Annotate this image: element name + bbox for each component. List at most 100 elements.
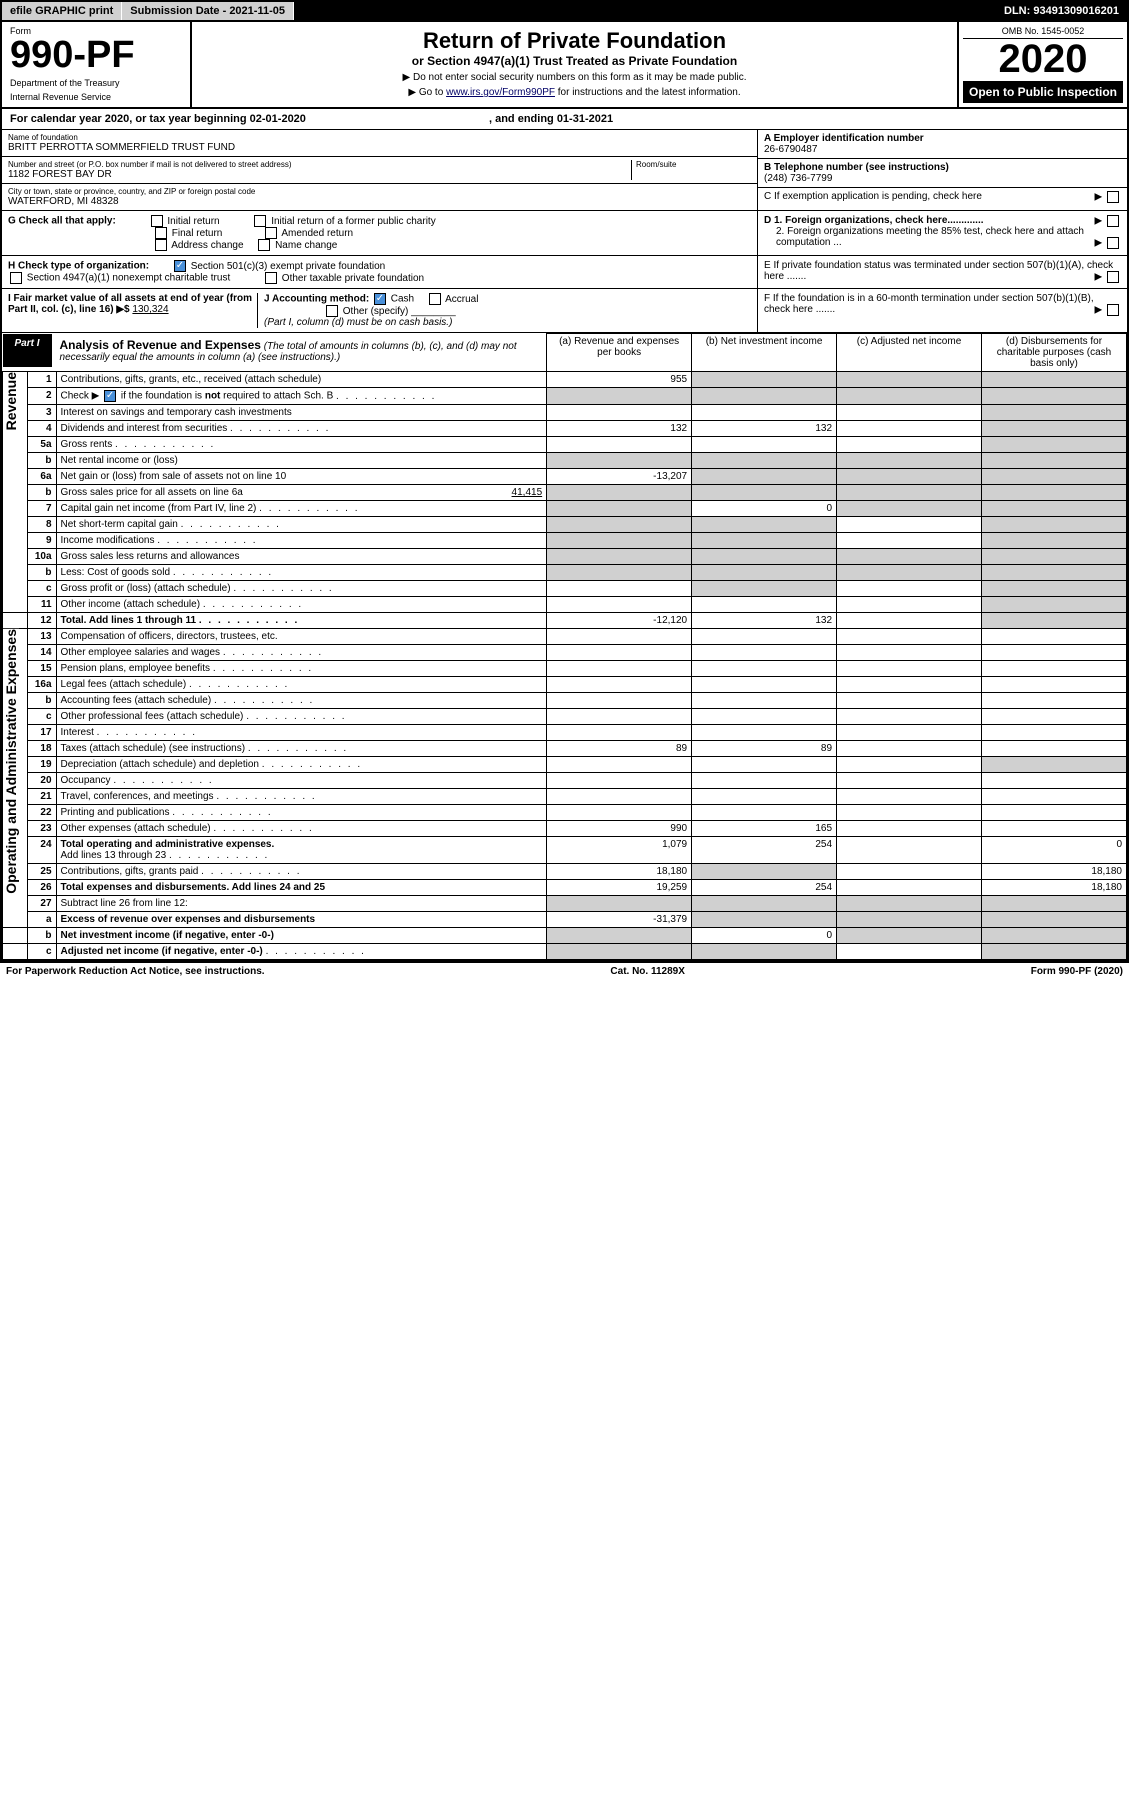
section-f: F If the foundation is in a 60-month ter… xyxy=(757,289,1127,332)
row-23: 23Other expenses (attach schedule) 99016… xyxy=(3,821,1127,837)
d2-checkbox[interactable] xyxy=(1107,237,1119,249)
row-4: 4Dividends and interest from securities … xyxy=(3,421,1127,437)
col-a-header: (a) Revenue and expenses per books xyxy=(547,334,692,372)
j-cash-checkbox[interactable] xyxy=(374,293,386,305)
form-number: 990-PF xyxy=(10,36,182,74)
row-26: 26Total expenses and disbursements. Add … xyxy=(3,880,1127,896)
g-label: G Check all that apply: xyxy=(8,216,116,227)
c-checkbox[interactable] xyxy=(1107,191,1119,203)
row-5b: bNet rental income or (loss) xyxy=(3,453,1127,469)
row-20: 20Occupancy xyxy=(3,773,1127,789)
header-left: Form 990-PF Department of the Treasury I… xyxy=(2,22,192,107)
row-6b: bGross sales price for all assets on lin… xyxy=(3,485,1127,501)
row-24: 24Total operating and administrative exp… xyxy=(3,837,1127,864)
row-22: 22Printing and publications xyxy=(3,805,1127,821)
d1-checkbox[interactable] xyxy=(1107,215,1119,227)
row-14: 14Other employee salaries and wages xyxy=(3,645,1127,661)
col-c-header: (c) Adjusted net income xyxy=(837,334,982,372)
g-opt-0: Initial return xyxy=(167,216,219,227)
row-8: 8Net short-term capital gain xyxy=(3,517,1127,533)
row-11: 11Other income (attach schedule) xyxy=(3,597,1127,613)
section-j: J Accounting method: Cash Accrual Other … xyxy=(258,293,751,328)
g-opt-4: Address change xyxy=(171,240,243,251)
section-i-j: I Fair market value of all assets at end… xyxy=(2,289,757,332)
efile-label[interactable]: efile GRAPHIC print xyxy=(2,2,122,20)
row-2: 2Check ▶ if the foundation is not requir… xyxy=(3,388,1127,405)
h-label: H Check type of organization: xyxy=(8,261,149,272)
city-label: City or town, state or province, country… xyxy=(8,187,751,196)
row-3: 3Interest on savings and temporary cash … xyxy=(3,405,1127,421)
row-9: 9Income modifications xyxy=(3,533,1127,549)
row-21: 21Travel, conferences, and meetings xyxy=(3,789,1127,805)
submission-date: Submission Date - 2021-11-05 xyxy=(122,2,294,20)
c-label: C If exemption application is pending, c… xyxy=(764,191,982,202)
schb-checkbox[interactable] xyxy=(104,390,116,402)
row-12: 12Total. Add lines 1 through 11 -12,1201… xyxy=(3,613,1127,629)
section-i-j-f: I Fair market value of all assets at end… xyxy=(2,289,1127,333)
row-25: 25Contributions, gifts, grants paid 18,1… xyxy=(3,864,1127,880)
footer-mid: Cat. No. 11289X xyxy=(610,966,684,977)
row-17: 17Interest xyxy=(3,725,1127,741)
header-right: OMB No. 1545-0052 2020 Open to Public In… xyxy=(957,22,1127,107)
foundation-name: BRITT PERROTTA SOMMERFIELD TRUST FUND xyxy=(8,142,751,153)
g-final-checkbox[interactable] xyxy=(155,227,167,239)
g-initial-checkbox[interactable] xyxy=(151,215,163,227)
row-7: 7Capital gain net income (from Part IV, … xyxy=(3,501,1127,517)
section-g: G Check all that apply: Initial return I… xyxy=(2,211,757,255)
row-27b: bNet investment income (if negative, ent… xyxy=(3,928,1127,944)
f-label: F If the foundation is in a 60-month ter… xyxy=(764,293,1094,315)
calendar-year-row: For calendar year 2020, or tax year begi… xyxy=(2,109,1127,130)
dln-label: DLN: 93491309016201 xyxy=(996,2,1127,20)
section-h-e: H Check type of organization: Section 50… xyxy=(2,256,1127,289)
g-name-checkbox[interactable] xyxy=(258,239,270,251)
page-footer: For Paperwork Reduction Act Notice, see … xyxy=(0,962,1129,980)
h-501c3-checkbox[interactable] xyxy=(174,260,186,272)
row-13: Operating and Administrative Expenses13C… xyxy=(3,629,1127,645)
section-d: D 1. Foreign organizations, check here..… xyxy=(757,211,1127,255)
part1-tab: Part I xyxy=(3,334,52,367)
form-container: efile GRAPHIC print Submission Date - 20… xyxy=(0,0,1129,962)
row-16c: cOther professional fees (attach schedul… xyxy=(3,709,1127,725)
address: 1182 FOREST BAY DR xyxy=(8,169,631,180)
row-15: 15Pension plans, employee benefits xyxy=(3,661,1127,677)
row-27a: aExcess of revenue over expenses and dis… xyxy=(3,912,1127,928)
h-other-checkbox[interactable] xyxy=(265,272,277,284)
row-10b: bLess: Cost of goods sold xyxy=(3,565,1127,581)
h-opt2: Section 4947(a)(1) nonexempt charitable … xyxy=(27,273,230,284)
part1-table: Part I Analysis of Revenue and Expenses … xyxy=(2,333,1127,960)
info-grid: Name of foundation BRITT PERROTTA SOMMER… xyxy=(2,130,1127,211)
irs-link[interactable]: www.irs.gov/Form990PF xyxy=(446,87,555,98)
g-amended-checkbox[interactable] xyxy=(265,227,277,239)
instruction-2: ▶ Go to www.irs.gov/Form990PF for instru… xyxy=(198,87,951,98)
d1-label: D 1. Foreign organizations, check here..… xyxy=(764,215,984,226)
ein-row: A Employer identification number 26-6790… xyxy=(758,130,1127,159)
j-other-checkbox[interactable] xyxy=(326,305,338,317)
header-center: Return of Private Foundation or Section … xyxy=(192,22,957,107)
row-18: 18Taxes (attach schedule) (see instructi… xyxy=(3,741,1127,757)
g-opt-2: Final return xyxy=(172,228,223,239)
j-accrual-checkbox[interactable] xyxy=(429,293,441,305)
calyear-begin: For calendar year 2020, or tax year begi… xyxy=(10,113,306,125)
g-opt-5: Name change xyxy=(275,240,337,251)
revenue-side-label: Revenue xyxy=(3,372,19,430)
city: WATERFORD, MI 48328 xyxy=(8,196,751,207)
tel-label: B Telephone number (see instructions) xyxy=(764,162,949,173)
form-header: Form 990-PF Department of the Treasury I… xyxy=(2,22,1127,109)
col-d-header: (d) Disbursements for charitable purpose… xyxy=(982,334,1127,372)
row-10c: cGross profit or (loss) (attach schedule… xyxy=(3,581,1127,597)
g-initial-former-checkbox[interactable] xyxy=(254,215,266,227)
e-checkbox[interactable] xyxy=(1107,271,1119,283)
calyear-end: , and ending 01-31-2021 xyxy=(489,113,613,125)
i-value: 130,324 xyxy=(132,304,168,315)
form-title: Return of Private Foundation xyxy=(198,28,951,54)
f-checkbox[interactable] xyxy=(1107,304,1119,316)
section-g-d: G Check all that apply: Initial return I… xyxy=(2,211,1127,256)
form-subtitle: or Section 4947(a)(1) Trust Treated as P… xyxy=(198,54,951,68)
ein: 26-6790487 xyxy=(764,144,817,155)
footer-left: For Paperwork Reduction Act Notice, see … xyxy=(6,966,265,977)
room-label: Room/suite xyxy=(636,160,751,169)
tax-year: 2020 xyxy=(963,39,1123,79)
g-address-checkbox[interactable] xyxy=(155,239,167,251)
j-other: Other (specify) xyxy=(343,306,409,317)
h-4947-checkbox[interactable] xyxy=(10,272,22,284)
